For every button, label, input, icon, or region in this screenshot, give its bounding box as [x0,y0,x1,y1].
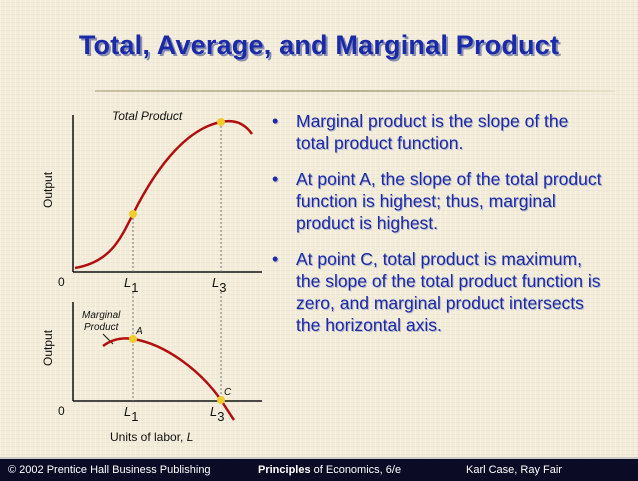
footer-book-bold: Principles [258,464,311,476]
bullet-list: • Marginal product is the slope of the to… [272,110,602,350]
point-c-label: C [224,387,232,398]
bottom-l1-tick: L1 [124,404,138,424]
top-origin-label: 0 [58,275,65,289]
top-l3-main: L [212,275,219,290]
bottom-l3-main: L [210,404,217,419]
bottom-y-label: Output [41,329,55,366]
footer-copyright: © 2002 Prentice Hall Business Publishing [8,464,211,476]
total-product-curve [74,119,254,270]
point-a-label: A [135,326,143,337]
top-l1-tick: L1 [124,275,138,295]
bottom-l1-main: L [124,404,131,419]
top-l3-tick: L3 [212,275,226,295]
marginal-product-chart: Marginal Product A C Output 0 L1 L3 Unit… [41,292,262,444]
bottom-l1-sub: 1 [131,409,138,424]
bullet-text: At point A, the slope of the total produ… [296,169,602,233]
bullet-text: Marginal product is the slope of the tot… [296,111,569,153]
bullet-text: At point C, total product is maximum, th… [296,249,601,335]
title-divider [95,90,615,92]
bullet-dot: • [272,169,279,189]
top-y-label: Output [41,171,55,208]
top-point-l3 [217,118,225,126]
bottom-x-label-text: Units of labor, [110,430,187,444]
top-l3-sub: 3 [219,280,226,295]
bullet-item: • Marginal product is the slope of the to… [272,110,602,154]
bottom-x-label-var: L [187,430,194,444]
point-a [129,335,137,343]
footer-book-title: Principles of Economics, 6/e [258,464,401,476]
bottom-l3-sub: 3 [217,409,224,424]
bottom-x-label: Units of labor, L [110,430,193,444]
bullet-dot: • [272,111,279,131]
top-l1-sub: 1 [131,280,138,295]
point-c [217,396,225,404]
bottom-origin-label: 0 [58,404,65,418]
marginal-label-line1: Marginal [82,310,121,321]
bullet-dot: • [272,249,279,269]
marginal-label-line2: Product [84,322,120,333]
bullet-item: • At point A, the slope of the total prod… [272,168,602,234]
marginal-product-curve [102,337,236,421]
footer-authors: Karl Case, Ray Fair [466,464,562,476]
footer-book-rest: of Economics, 6/e [310,464,402,476]
bullet-item: • At point C, total product is maximum, t… [272,248,602,336]
slide-footer: © 2002 Prentice Hall Business Publishing… [0,457,638,481]
top-l1-main: L [124,275,131,290]
bottom-l3-tick: L3 [210,404,224,424]
slide-title: Total, Average, and Marginal Product [78,30,560,60]
total-product-label: Total Product [112,109,183,123]
total-product-chart: Total Product Output 0 L1 L3 [41,109,262,295]
top-point-l1 [129,210,137,218]
